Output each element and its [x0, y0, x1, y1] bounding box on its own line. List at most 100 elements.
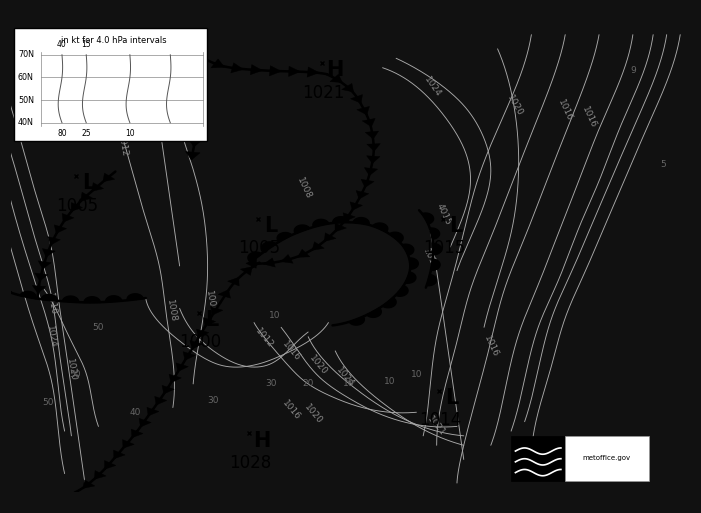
- Polygon shape: [147, 407, 159, 416]
- Polygon shape: [362, 119, 375, 127]
- Polygon shape: [325, 233, 336, 242]
- Polygon shape: [333, 216, 349, 223]
- Text: L: L: [190, 60, 203, 80]
- Polygon shape: [191, 112, 206, 121]
- Text: 10: 10: [343, 380, 355, 388]
- Polygon shape: [169, 374, 182, 383]
- Polygon shape: [180, 43, 193, 52]
- Text: 1008: 1008: [165, 299, 178, 323]
- Polygon shape: [231, 63, 243, 73]
- Polygon shape: [84, 297, 100, 303]
- Polygon shape: [248, 252, 261, 262]
- Polygon shape: [430, 228, 440, 239]
- Text: 5: 5: [660, 160, 666, 169]
- Polygon shape: [194, 52, 207, 61]
- Text: L: L: [264, 216, 278, 236]
- Polygon shape: [114, 450, 125, 459]
- Polygon shape: [127, 294, 143, 301]
- Polygon shape: [83, 480, 95, 488]
- Polygon shape: [262, 242, 275, 251]
- Text: 1014: 1014: [420, 411, 462, 429]
- Polygon shape: [349, 317, 365, 325]
- Polygon shape: [48, 236, 60, 245]
- Polygon shape: [54, 225, 67, 233]
- Text: H: H: [254, 430, 271, 450]
- Text: 40: 40: [130, 408, 142, 417]
- Text: 50N: 50N: [18, 95, 34, 105]
- Text: H: H: [327, 60, 344, 80]
- Polygon shape: [95, 470, 106, 479]
- Polygon shape: [123, 440, 134, 448]
- Polygon shape: [190, 341, 203, 349]
- Text: 9: 9: [630, 66, 636, 74]
- Polygon shape: [373, 223, 388, 232]
- Text: 1021: 1021: [303, 84, 345, 102]
- Text: metoffice.gov: metoffice.gov: [583, 455, 631, 461]
- Polygon shape: [353, 218, 369, 224]
- Polygon shape: [313, 220, 329, 227]
- Polygon shape: [190, 126, 205, 134]
- Text: 1028: 1028: [229, 453, 272, 472]
- Text: 40N: 40N: [18, 119, 34, 127]
- Polygon shape: [264, 258, 275, 267]
- Polygon shape: [240, 267, 252, 275]
- Polygon shape: [191, 100, 206, 107]
- Text: 10: 10: [125, 129, 135, 138]
- Polygon shape: [186, 151, 200, 160]
- Polygon shape: [32, 285, 46, 293]
- Polygon shape: [335, 223, 346, 232]
- Text: 80: 80: [57, 129, 67, 138]
- Polygon shape: [390, 232, 403, 242]
- Polygon shape: [350, 94, 362, 103]
- Polygon shape: [367, 308, 381, 318]
- Text: 1016: 1016: [280, 398, 302, 422]
- Polygon shape: [189, 72, 203, 81]
- Text: 10: 10: [383, 377, 395, 386]
- Polygon shape: [423, 213, 434, 224]
- Polygon shape: [383, 298, 396, 308]
- Polygon shape: [433, 244, 442, 255]
- Polygon shape: [104, 461, 116, 469]
- Text: 1024: 1024: [334, 365, 356, 388]
- Text: 30: 30: [207, 396, 219, 405]
- Polygon shape: [341, 84, 353, 92]
- Text: 1005: 1005: [56, 196, 98, 214]
- Polygon shape: [139, 419, 151, 427]
- Text: in kt for 4.0 hPa intervals: in kt for 4.0 hPa intervals: [61, 36, 167, 45]
- Polygon shape: [357, 106, 369, 115]
- Text: 1020: 1020: [505, 93, 524, 117]
- Text: 4015: 4015: [435, 202, 452, 226]
- Polygon shape: [196, 329, 209, 338]
- Polygon shape: [211, 59, 224, 68]
- Text: 1018: 1018: [421, 247, 439, 272]
- Text: L: L: [449, 216, 462, 236]
- Text: 10: 10: [411, 370, 422, 379]
- Polygon shape: [20, 291, 36, 299]
- Polygon shape: [312, 242, 324, 250]
- Polygon shape: [246, 259, 257, 268]
- Text: 1015: 1015: [423, 239, 465, 257]
- Text: 50: 50: [93, 323, 104, 332]
- Text: 10: 10: [268, 311, 280, 320]
- Text: 50: 50: [42, 398, 53, 407]
- Polygon shape: [210, 306, 223, 315]
- Polygon shape: [250, 65, 262, 75]
- Polygon shape: [269, 66, 281, 76]
- Polygon shape: [406, 272, 416, 283]
- Polygon shape: [365, 168, 378, 175]
- Polygon shape: [41, 294, 57, 301]
- Polygon shape: [402, 244, 414, 255]
- Text: 1020: 1020: [65, 358, 78, 382]
- Text: 1016: 1016: [482, 334, 500, 359]
- Polygon shape: [203, 318, 216, 326]
- Text: 15: 15: [81, 40, 91, 49]
- Polygon shape: [35, 273, 48, 281]
- Text: L: L: [82, 173, 95, 193]
- Text: 60N: 60N: [18, 73, 34, 82]
- Text: 70N: 70N: [18, 50, 34, 60]
- Text: 1000: 1000: [179, 333, 222, 351]
- Text: 1012: 1012: [253, 327, 275, 350]
- Polygon shape: [162, 385, 175, 394]
- Polygon shape: [365, 131, 379, 139]
- Text: L: L: [446, 388, 459, 408]
